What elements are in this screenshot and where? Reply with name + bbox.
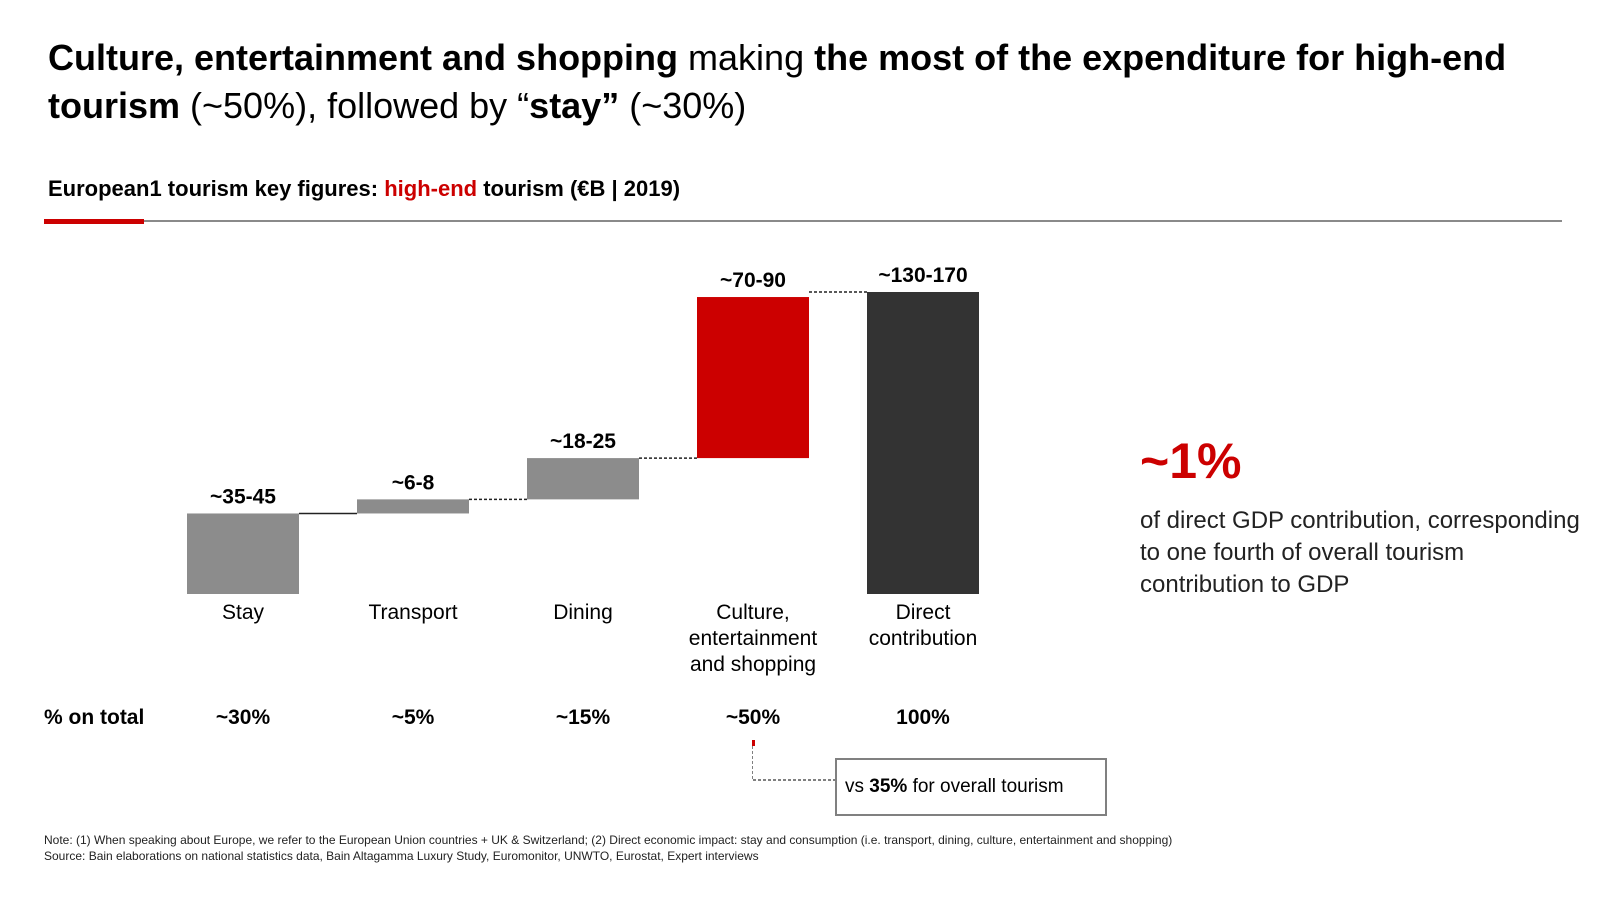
section-divider (44, 220, 1562, 222)
headline-part-4: (~50%), followed by “ (180, 85, 530, 126)
waterfall-chart: ~35-45 ~6-8 ~18-25 ~70-90 ~130-170 (187, 264, 979, 594)
percent-value-0: ~30% (215, 706, 271, 729)
bar-1 (357, 499, 469, 514)
category-label-4: Direct contribution (868, 601, 978, 650)
chart-subtitle: European1 tourism key figures: high-end … (48, 176, 680, 202)
footnote-note: Note: (1) When speaking about Europe, we… (44, 833, 1173, 847)
category-label-2: Dining (553, 601, 613, 624)
footnote-source: Source: Bain elaborations on national st… (44, 849, 759, 863)
percent-value-3: ~50% (725, 706, 781, 729)
headline-part-3: the most of the expenditure for high-end… (48, 37, 1507, 126)
callout-marker (752, 740, 755, 746)
percent-value-4: 100% (896, 706, 950, 729)
value-label-3: ~70-90 (720, 269, 786, 292)
bar-3 (697, 297, 809, 459)
value-label-0: ~35-45 (210, 485, 276, 508)
kpi-value: ~1% (1140, 433, 1242, 489)
callout-line (752, 746, 835, 781)
callout-highlight: 35% (869, 776, 908, 797)
subtitle-highlight: high-end (384, 176, 478, 201)
percent-row-title: % on total (44, 706, 145, 729)
kpi-description: of direct GDP contribution, correspondin… (1140, 507, 1580, 598)
callout-prefix: vs (845, 776, 870, 797)
category-label-3: Culture, entertainment and shopping (688, 601, 818, 676)
callout-suffix: for overall tourism (907, 776, 1064, 797)
headline-part-6: (~30%) (619, 85, 747, 126)
headline-part-5: stay” (529, 85, 620, 126)
value-label-2: ~18-25 (550, 430, 616, 453)
bar-4 (867, 292, 979, 594)
headline-part-2: making (678, 37, 815, 78)
footnote: Note: (1) When speaking about Europe, we… (44, 832, 1172, 864)
bar-2 (527, 458, 639, 500)
percent-value-2: ~15% (555, 706, 611, 729)
subtitle-part-1: European1 tourism key figures: (48, 176, 385, 201)
bar-0 (187, 513, 299, 594)
value-label-4: ~130-170 (878, 264, 967, 287)
headline-part-1: Culture, entertainment and shopping (48, 37, 679, 78)
category-label-1: Transport (368, 601, 458, 624)
headline: Culture, entertainment and shopping maki… (48, 34, 1548, 130)
callout-box: vs 35% for overall tourism (835, 758, 1107, 816)
value-label-1: ~6-8 (392, 471, 435, 494)
callout-connector (752, 740, 835, 781)
section-divider-accent (44, 219, 144, 224)
subtitle-part-3: tourism (€B | 2019) (477, 176, 681, 201)
percent-value-1: ~5% (391, 706, 435, 729)
category-label-0: Stay (221, 601, 265, 624)
